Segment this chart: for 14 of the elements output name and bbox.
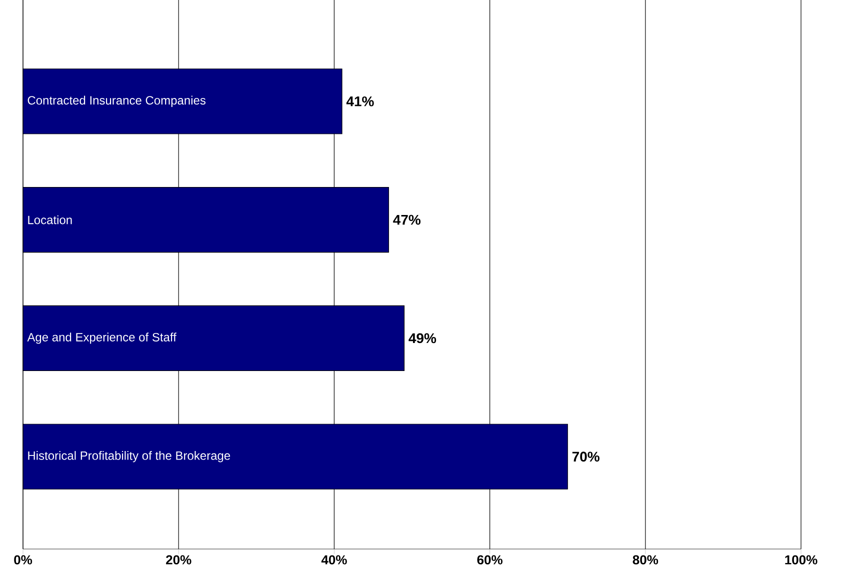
y-tick-label: Location — [28, 215, 72, 224]
data-label: 49% — [408, 333, 436, 344]
x-tick-label: 20% — [166, 555, 192, 564]
x-tick-label: 0% — [14, 555, 32, 564]
y-tick-label: Age and Experience of Staff — [27, 332, 176, 344]
data-label: 47% — [393, 214, 421, 225]
y-tick-label: Historical Profitability of the Brokerage — [28, 451, 230, 462]
y-tick-label: Contracted Insurance Companies — [28, 96, 206, 107]
x-tick-label: 80% — [632, 555, 658, 564]
data-label: 41% — [346, 96, 374, 106]
x-tick-label: 60% — [477, 555, 502, 564]
x-tick-label: 40% — [321, 555, 347, 564]
x-tick-label: 100% — [785, 555, 818, 564]
data-label: 70% — [572, 452, 600, 462]
